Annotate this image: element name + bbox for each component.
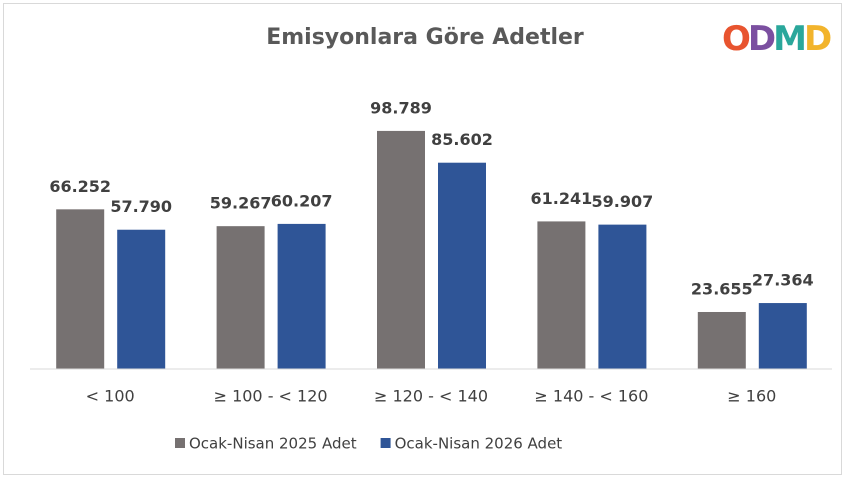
bar [277,223,326,369]
x-tick-label: ≥ 140 - < 160 [534,387,648,406]
x-tick-label: ≥ 100 - < 120 [214,387,328,406]
bar [56,209,105,369]
value-label: 23.655 [691,279,753,298]
legend-label: Ocak-Nisan 2025 Adet [189,435,357,453]
value-label: 98.789 [370,98,432,117]
bar [598,224,647,369]
value-label: 66.252 [49,177,111,196]
bar [216,226,265,369]
legend-label: Ocak-Nisan 2026 Adet [395,435,563,453]
bar [438,162,486,369]
bar [377,130,425,369]
bar [697,311,746,369]
bar [758,303,807,369]
x-tick-label: ≥ 120 - < 140 [374,387,488,406]
value-label: 60.207 [271,191,333,210]
value-label: 59.907 [592,192,654,211]
value-label: 61.241 [531,189,593,208]
value-label: 27.364 [752,271,814,290]
value-label: 85.602 [431,130,493,149]
bar [537,221,586,369]
bar [117,229,166,369]
x-tick-label: ≥ 160 [727,387,776,406]
legend-swatch [380,438,391,448]
logo: ODMD [722,19,831,59]
value-label: 57.790 [110,197,172,216]
chart-title: Emisyonlara Göre Adetler [266,25,584,50]
value-label: 59.267 [210,194,272,213]
x-tick-label: < 100 [86,387,135,406]
legend-swatch [175,438,185,448]
